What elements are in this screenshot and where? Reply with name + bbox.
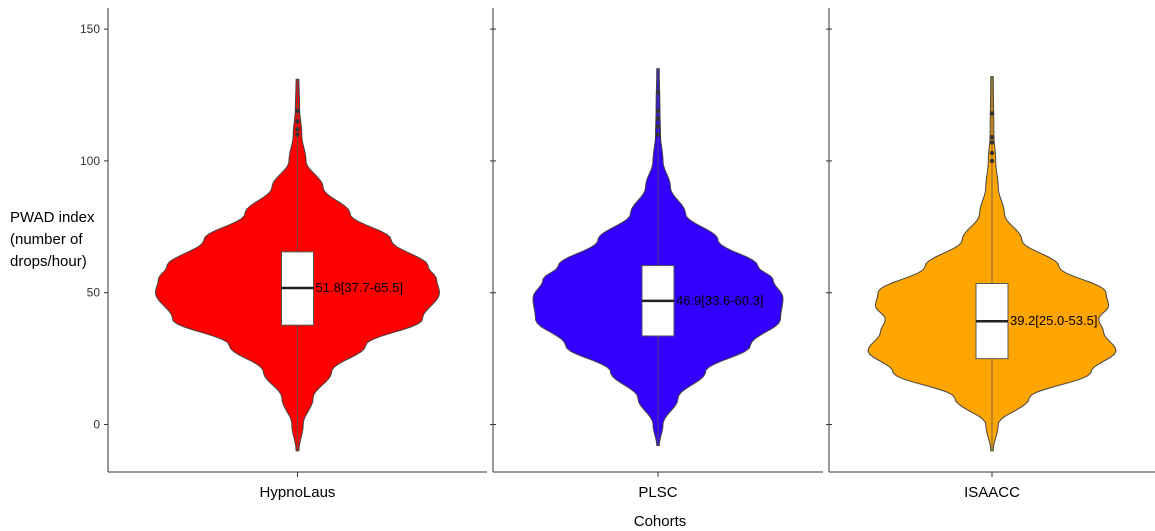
violin-panel-isaacc: 39.2[25.0-53.5] ISAACC (826, 8, 1155, 501)
outlier-point (989, 150, 995, 156)
y-axis: 0 50 100 150 (80, 8, 109, 472)
violin-panel-plsc: 46.9[33.6-60.3] PLSC (490, 8, 823, 501)
outlier-point (655, 116, 661, 121)
violin-panel-hypnolaus: 51.8[37.7-65.5] HypnoLaus (108, 78, 487, 501)
median-iqr-label: 51.8[37.7-65.5] (316, 280, 403, 295)
outlier-point (989, 140, 995, 145)
y-tick-label: 0 (93, 418, 100, 432)
outlier-point (655, 124, 661, 129)
x-category-label: PLSC (638, 484, 677, 501)
y-tick-label: 150 (80, 22, 100, 36)
outlier-point (989, 111, 995, 116)
x-axis-title: Cohorts (634, 513, 687, 530)
chart-panels: 51.8[37.7-65.5] HypnoLaus 46.9[33.6-60.3] P… (108, 8, 1155, 501)
outlier-point (655, 132, 661, 137)
outlier-point (989, 158, 995, 164)
y-tick-label: 50 (87, 286, 101, 300)
median-iqr-label: 46.9[33.6-60.3] (676, 293, 763, 308)
x-category-label: ISAACC (964, 484, 1020, 501)
x-category-label: HypnoLaus (260, 484, 336, 501)
outlier-point (295, 132, 300, 137)
outlier-point (295, 119, 300, 124)
outlier-point (655, 90, 661, 95)
outlier-point (295, 108, 300, 114)
y-tick-label: 100 (80, 154, 100, 168)
y-axis-title-line-2: (number of (10, 231, 83, 248)
median-iqr-label: 39.2[25.0-53.5] (1010, 313, 1097, 328)
y-axis-title-line-3: drops/hour) (10, 253, 87, 270)
outlier-point (295, 127, 300, 132)
y-axis-title-line-1: PWAD index (10, 209, 95, 226)
outlier-point (989, 134, 995, 140)
y-axis-title: PWAD index (number of drops/hour) (10, 209, 95, 270)
outlier-point (655, 108, 661, 114)
